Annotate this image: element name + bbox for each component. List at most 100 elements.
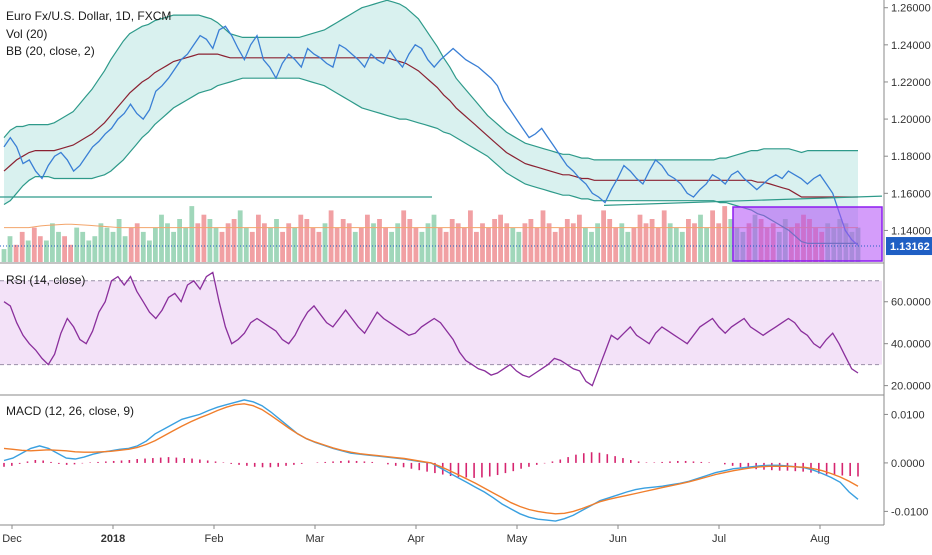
rsi-axis-label: 60.0000 xyxy=(891,297,931,309)
volume-bar xyxy=(504,223,510,262)
volume-bar xyxy=(122,236,128,262)
volume-bar xyxy=(280,231,285,262)
bb-upper-line xyxy=(3,0,858,161)
volume-bar xyxy=(365,214,370,262)
volume-bar xyxy=(383,227,388,262)
volume-bar xyxy=(256,214,261,262)
volume-bar xyxy=(389,231,394,262)
volume-bar xyxy=(461,227,467,262)
volume-bar xyxy=(607,219,613,262)
volume-bar xyxy=(492,219,497,262)
volume-bar xyxy=(7,236,13,262)
volume-bar xyxy=(619,223,625,262)
highlight-box xyxy=(732,206,883,262)
volume-bar xyxy=(183,227,189,262)
bb-fill xyxy=(4,0,858,244)
volume-bar xyxy=(655,227,661,262)
volume-bar xyxy=(104,227,110,262)
volume-bar xyxy=(455,223,461,262)
volume-bar xyxy=(583,227,588,262)
price-line xyxy=(3,25,859,246)
volume-bar xyxy=(601,210,606,262)
volume-bar xyxy=(673,227,679,262)
macd-legend[interactable]: MACD (12, 26, close, 9) xyxy=(6,404,135,418)
time-axis-label: Apr xyxy=(407,533,424,545)
volume-bar xyxy=(62,236,67,262)
volume-bar xyxy=(128,227,134,262)
volume-bar xyxy=(431,214,437,262)
volume-bar xyxy=(262,223,267,262)
volume-bar xyxy=(231,219,237,262)
volume-bar xyxy=(134,223,140,262)
time-axis-label: Jul xyxy=(712,533,726,545)
volume-bar xyxy=(425,223,431,262)
time-axis-label: Dec xyxy=(2,533,22,545)
volume-bar xyxy=(80,231,86,262)
volume-bar xyxy=(19,231,25,262)
volume-bar xyxy=(498,214,503,262)
volume-bar xyxy=(449,219,455,262)
volume-bar xyxy=(159,214,164,262)
volume-bar xyxy=(534,227,540,262)
volume-bar xyxy=(625,231,631,262)
volume-bar xyxy=(407,219,413,262)
volume-bar xyxy=(437,227,443,262)
signal-line xyxy=(3,403,859,515)
volume-bar xyxy=(44,240,49,262)
volume-bar xyxy=(637,214,643,262)
volume-bar xyxy=(153,227,158,262)
volume-bar xyxy=(661,210,667,262)
volume-bar xyxy=(686,219,691,262)
price-axis-label: 1.14000 xyxy=(891,225,931,237)
rsi-line xyxy=(3,271,859,387)
volume-bar xyxy=(546,223,552,262)
volume-bar xyxy=(358,227,364,262)
bb-legend[interactable]: BB (20, close, 2) xyxy=(6,44,95,58)
last-price-label: 1.13162 xyxy=(890,241,930,253)
volume-bar xyxy=(322,223,328,262)
volume-bar xyxy=(334,227,340,262)
volume-bar xyxy=(468,210,473,262)
volume-bar xyxy=(86,240,92,262)
volume-bar xyxy=(207,219,213,262)
rsi-axis-label: 20.0000 xyxy=(891,381,931,393)
volume-bar xyxy=(722,206,728,262)
volume-bar xyxy=(570,223,576,262)
volume-bar xyxy=(340,219,346,262)
volume-bar xyxy=(564,219,570,262)
volume-bar xyxy=(443,231,449,262)
time-axis-label: 2018 xyxy=(101,533,125,545)
volume-bar xyxy=(528,219,534,262)
last-price-badge xyxy=(886,237,932,256)
vol-legend[interactable]: Vol (20) xyxy=(6,27,48,41)
volume-bar xyxy=(540,210,546,262)
price-axis-label: 1.16000 xyxy=(891,188,931,200)
volume-bar xyxy=(116,219,122,262)
time-axis-label: Feb xyxy=(205,533,224,545)
volume-bar xyxy=(98,223,104,262)
volume-bar xyxy=(177,219,182,262)
volume-bar xyxy=(577,214,582,262)
volume-bar xyxy=(189,206,195,262)
volume-bar xyxy=(37,236,43,262)
volume-bar xyxy=(171,231,176,262)
volume-bar xyxy=(13,244,19,262)
macd-axis-label: 0.0100 xyxy=(891,409,925,421)
volume-bar xyxy=(522,223,528,262)
volume-bar xyxy=(728,219,734,262)
volume-bar xyxy=(31,227,37,262)
volume-bar xyxy=(552,231,558,262)
price-axis-label: 1.24000 xyxy=(891,40,931,52)
volume-bar xyxy=(474,231,479,262)
volume-bar xyxy=(249,231,255,262)
time-axis-label: Aug xyxy=(810,533,830,545)
volume-bar xyxy=(237,210,243,262)
volume-bar xyxy=(395,223,401,262)
symbol-title[interactable]: Euro Fx/U.S. Dollar, 1D, FXCM xyxy=(6,9,172,23)
macd-axis-label: 0.0000 xyxy=(891,458,925,470)
rsi-legend[interactable]: RSI (14, close) xyxy=(6,273,86,287)
volume-bar xyxy=(147,240,152,262)
volume-bar xyxy=(480,223,485,262)
volume-bar xyxy=(201,214,207,262)
